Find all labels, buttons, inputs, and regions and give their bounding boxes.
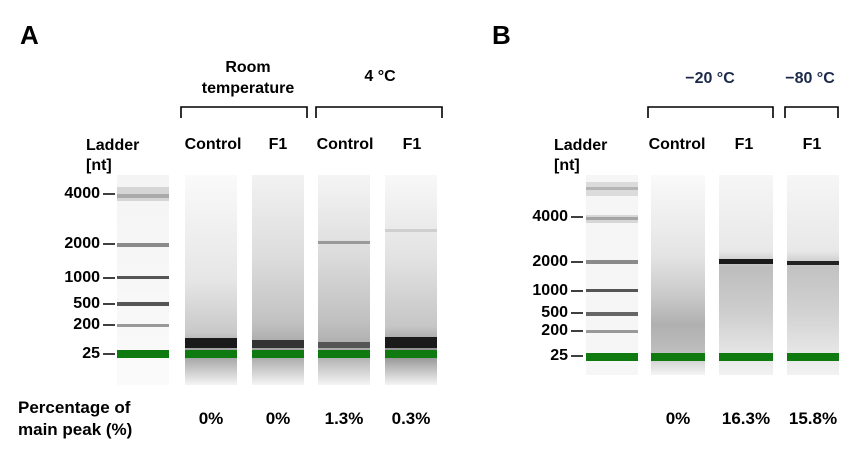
tick-a-500: 500 bbox=[73, 295, 100, 312]
percentage-b-1: 0% bbox=[665, 409, 691, 428]
ladder-label-a-line2: [nt] bbox=[86, 157, 112, 174]
percentage-row-label: Percentage of main peak (%) bbox=[18, 397, 132, 441]
percentage-a-4: 0.3% bbox=[391, 409, 431, 428]
gel-lane-a-f1-room bbox=[252, 175, 304, 385]
tick-b-500: 500 bbox=[541, 304, 568, 321]
group-label-room-temperature: Room temperature bbox=[186, 57, 310, 99]
gel-lane-ladder-b bbox=[586, 175, 638, 375]
tick-b-2000: 2000 bbox=[532, 253, 568, 270]
tick-a-4000: 4000 bbox=[64, 185, 100, 202]
group-label-minus80c: −80 °C bbox=[785, 70, 835, 87]
tick-b-4000: 4000 bbox=[532, 208, 568, 225]
gel-lane-a-control-room bbox=[185, 175, 237, 385]
bracket-minus20c bbox=[647, 106, 774, 118]
gel-lane-a-control-4c bbox=[318, 175, 370, 385]
group-label-room-line1: Room bbox=[225, 59, 271, 76]
gel-lane-a-f1-4c bbox=[385, 175, 437, 385]
tick-b-200: 200 bbox=[541, 322, 568, 339]
ladder-label-a: Ladder [nt] bbox=[86, 136, 139, 176]
bracket-4c bbox=[315, 106, 443, 118]
bracket-room-temperature bbox=[180, 106, 308, 118]
tick-a-1000: 1000 bbox=[64, 269, 100, 286]
percentage-a-3: 1.3% bbox=[324, 409, 364, 428]
panel-a-letter: A bbox=[20, 20, 39, 50]
tick-a-2000: 2000 bbox=[64, 235, 100, 252]
ladder-label-b-line2: [nt] bbox=[554, 157, 580, 174]
tick-b-1000: 1000 bbox=[532, 282, 568, 299]
tick-b-25: 25 bbox=[550, 347, 568, 364]
tick-dashes-b bbox=[571, 216, 583, 357]
percentage-label-line2: main peak (%) bbox=[18, 420, 133, 439]
lane-label-a-4: F1 bbox=[402, 136, 422, 153]
gel-lane-b-f1-m20 bbox=[719, 175, 773, 375]
group-label-room-line2: temperature bbox=[201, 80, 295, 97]
lane-label-b-1: Control bbox=[648, 136, 706, 153]
tick-dashes-a bbox=[103, 193, 115, 355]
ladder-label-b: Ladder [nt] bbox=[554, 136, 607, 176]
gel-lane-b-control-m20 bbox=[651, 175, 705, 375]
percentage-a-2: 0% bbox=[265, 409, 291, 428]
tick-a-25: 25 bbox=[82, 345, 100, 362]
gel-lane-ladder-a bbox=[117, 175, 169, 385]
ladder-label-a-line1: Ladder bbox=[86, 137, 140, 154]
group-label-minus20c: −20 °C bbox=[685, 70, 735, 87]
gel-lane-b-f1-m80 bbox=[787, 175, 839, 375]
percentage-a-1: 0% bbox=[198, 409, 224, 428]
group-label-4c: 4 °C bbox=[364, 68, 396, 85]
lane-label-a-1: Control bbox=[184, 136, 242, 153]
percentage-label-line1: Percentage of bbox=[18, 398, 131, 417]
percentage-b-2: 16.3% bbox=[721, 409, 771, 428]
lane-label-a-2: F1 bbox=[268, 136, 288, 153]
ladder-label-b-line1: Ladder bbox=[554, 137, 608, 154]
percentage-b-3: 15.8% bbox=[788, 409, 838, 428]
lane-label-b-3: F1 bbox=[802, 136, 822, 153]
bracket-minus80c bbox=[784, 106, 839, 118]
lane-label-b-2: F1 bbox=[734, 136, 754, 153]
tick-a-200: 200 bbox=[73, 316, 100, 333]
panel-b-letter: B bbox=[492, 20, 511, 50]
lane-label-a-3: Control bbox=[316, 136, 374, 153]
